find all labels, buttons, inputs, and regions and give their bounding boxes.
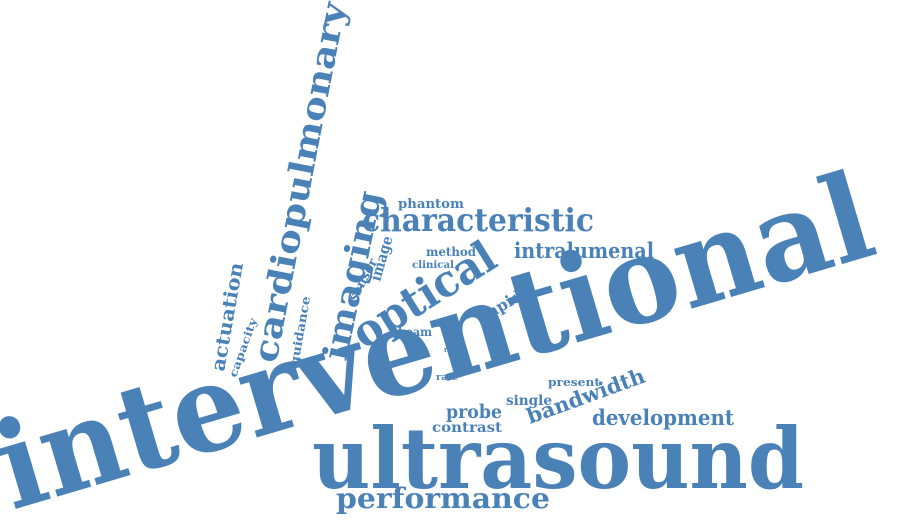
word-performance: performance	[336, 482, 550, 515]
word-real: real	[444, 345, 458, 354]
word-contrast: contrast	[432, 420, 503, 436]
word-present: present	[548, 376, 601, 389]
word-single: single	[506, 393, 552, 409]
word-ultrasound: ultrasound	[312, 409, 804, 508]
word-method: method	[426, 245, 477, 259]
word-characteristic: characteristic	[362, 201, 594, 239]
word-clinical: clinical	[412, 260, 454, 271]
word-time: time	[430, 320, 454, 330]
word-intralumenal: intralumenal	[514, 238, 654, 263]
word-development: development	[592, 405, 734, 430]
word-probe: probe	[446, 401, 502, 423]
word-beam: beam	[398, 325, 432, 339]
word-rate: rate	[436, 373, 458, 383]
word-phantom: phantom	[398, 197, 464, 212]
